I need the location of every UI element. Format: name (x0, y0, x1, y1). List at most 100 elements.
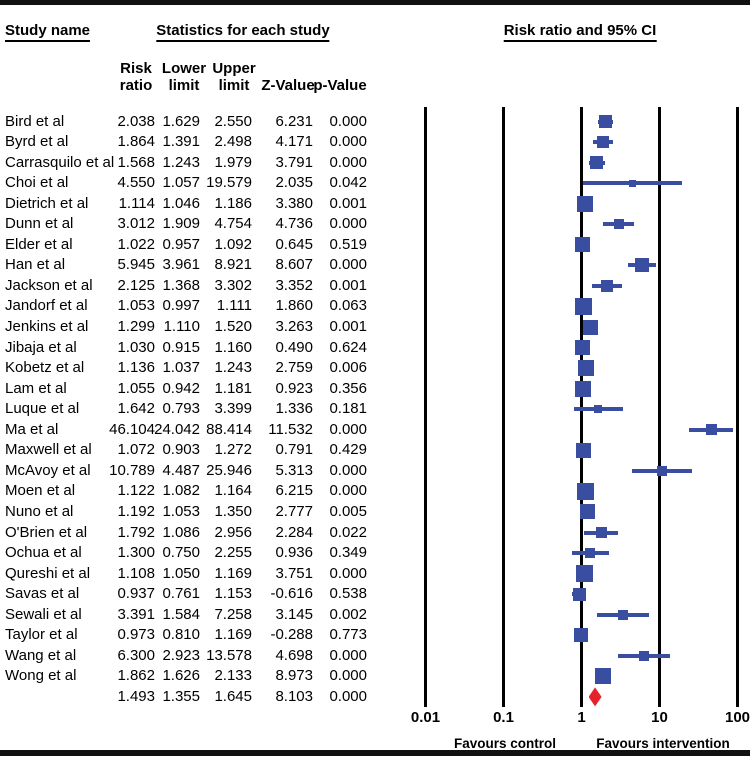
stat-upper: 1.092 (214, 235, 252, 253)
stat-upper: 2.956 (214, 523, 252, 541)
top-border-rule (0, 0, 750, 5)
study-row: Jenkins et al 1.299 1.110 1.520 3.263 0.001 (0, 317, 385, 337)
stat-lower: 0.957 (162, 235, 200, 253)
stat-upper: 3.399 (214, 400, 252, 418)
effect-square (576, 482, 594, 500)
stat-risk_ratio: 3.391 (117, 605, 155, 623)
stat-upper: 1.111 (216, 297, 252, 315)
favours-intervention-label: Favours intervention (596, 736, 730, 751)
stat-risk_ratio: 10.789 (109, 461, 155, 479)
stat-upper: 2.550 (214, 112, 252, 130)
col-header-line: limit (168, 77, 200, 94)
stat-risk_ratio: 0.973 (117, 626, 155, 644)
study-name: Nuno et al (5, 502, 74, 520)
study-name: Qureshi et al (5, 564, 91, 582)
stat-lower: 0.761 (162, 585, 200, 603)
study-row: Moen et al 1.122 1.082 1.164 6.215 0.000 (0, 481, 385, 501)
stat-p: 0.538 (329, 585, 367, 603)
stat-upper: 1.153 (214, 585, 252, 603)
stat-p: 0.519 (329, 235, 367, 253)
stat-upper: 7.258 (214, 605, 252, 623)
study-row: Nuno et al 1.192 1.053 1.350 2.777 0.005 (0, 502, 385, 522)
col-header-z-value: Z-Value (246, 60, 330, 94)
effect-square (574, 297, 592, 315)
effect-square (601, 279, 614, 292)
stat-upper: 2.498 (214, 133, 252, 151)
study-row: Jibaja et al 1.030 0.915 1.160 0.490 0.624 (0, 338, 385, 358)
axis-tick-label: 1 (577, 709, 586, 726)
col-header-line: ratio (119, 77, 153, 94)
study-name: Savas et al (5, 585, 80, 603)
stat-lower: 1.626 (162, 667, 200, 685)
stat-z: 3.263 (275, 318, 313, 335)
stat-risk_ratio: 1.072 (117, 441, 155, 459)
effect-square (574, 237, 590, 253)
study-name: Jackson et al (5, 276, 93, 294)
study-row: Jackson et al 2.125 1.368 3.302 3.352 0.001 (0, 276, 385, 296)
stat-risk_ratio: 2.125 (117, 276, 155, 294)
stat-z: -0.616 (270, 585, 313, 603)
axis-tick-label: 10 (651, 709, 668, 726)
effect-square (572, 587, 586, 601)
stat-p: 0.000 (329, 215, 367, 233)
stat-risk_ratio: 1.053 (117, 297, 155, 315)
study-row: Jandorf et al 1.053 0.997 1.111 1.860 0.063 (0, 296, 385, 316)
stat-upper: 2.133 (214, 667, 252, 685)
stat-upper: 13.578 (206, 646, 252, 664)
study-row: Elder et al 1.022 0.957 1.092 0.645 0.519 (0, 235, 385, 255)
study-row: Ochua et al 1.300 0.750 2.255 0.936 0.349 (0, 543, 385, 563)
stat-lower: 0.942 (162, 379, 200, 397)
stat-p: 0.006 (329, 359, 367, 377)
stat-lower: 0.915 (162, 338, 200, 356)
stat-upper: 88.414 (206, 420, 252, 438)
stat-p: 0.000 (329, 667, 367, 685)
stat-lower: 0.793 (162, 400, 200, 418)
study-name: McAvoy et al (5, 461, 91, 479)
study-row: Taylor et al 0.973 0.810 1.169 -0.288 0.773 (0, 625, 385, 645)
stat-lower: 1.037 (162, 359, 200, 377)
stat-lower: 1.110 (163, 318, 200, 335)
summary-row: 1.493 1.355 1.645 8.103 0.000 (0, 687, 385, 707)
stat-upper: 1.645 (214, 687, 252, 705)
stat-upper: 1.181 (214, 379, 252, 397)
stat-z: 6.231 (275, 112, 313, 130)
axis-gridline (736, 107, 739, 707)
stat-risk_ratio: 1.493 (117, 687, 155, 705)
stat-risk_ratio: 1.792 (117, 523, 155, 541)
stat-risk_ratio: 5.945 (117, 256, 155, 274)
stat-upper: 25.946 (206, 461, 252, 479)
statistics-heading-text: Statistics for each study (156, 22, 330, 42)
axis-tick-label: 100 (724, 709, 750, 726)
axis-tick-label: 0.1 (493, 709, 514, 726)
stat-risk_ratio: 1.122 (117, 482, 155, 500)
study-name: Ma et al (5, 420, 59, 438)
effect-square (594, 405, 603, 414)
col-header-line: Lower (161, 60, 207, 77)
study-name: Han et al (5, 256, 66, 274)
study-name: Byrd et al (5, 133, 69, 151)
study-row: Sewali et al 3.391 1.584 7.258 3.145 0.002 (0, 605, 385, 625)
col-header-line: limit (218, 77, 250, 94)
col-header-line (298, 60, 382, 77)
stat-p: 0.001 (329, 276, 367, 294)
axis-gridline (424, 107, 427, 707)
stat-risk_ratio: 1.300 (117, 544, 155, 562)
stat-z: 6.215 (275, 482, 313, 500)
study-row: Carrasquilo et al 1.568 1.243 1.979 3.791 0.0… (0, 153, 385, 173)
effect-square (594, 668, 611, 685)
stat-p: 0.000 (329, 646, 367, 664)
study-name: Wang et al (5, 646, 77, 664)
stat-lower: 1.368 (162, 276, 200, 294)
stat-p: 0.000 (329, 256, 367, 274)
study-name: Choi et al (5, 174, 69, 192)
stat-lower: 24.042 (154, 420, 200, 438)
stat-z: 3.791 (275, 153, 313, 171)
stat-lower: 1.584 (162, 605, 200, 623)
stat-lower: 1.053 (162, 502, 200, 520)
stat-p: 0.000 (329, 112, 367, 130)
stat-p: 0.000 (329, 153, 367, 171)
effect-square (705, 424, 717, 436)
stat-p: 0.000 (329, 564, 367, 582)
study-row: Ma et al 46.104 24.042 88.414 11.532 0.000 (0, 420, 385, 440)
